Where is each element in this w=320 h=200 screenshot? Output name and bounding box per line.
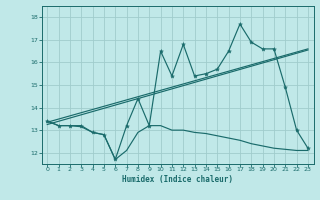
- X-axis label: Humidex (Indice chaleur): Humidex (Indice chaleur): [122, 175, 233, 184]
